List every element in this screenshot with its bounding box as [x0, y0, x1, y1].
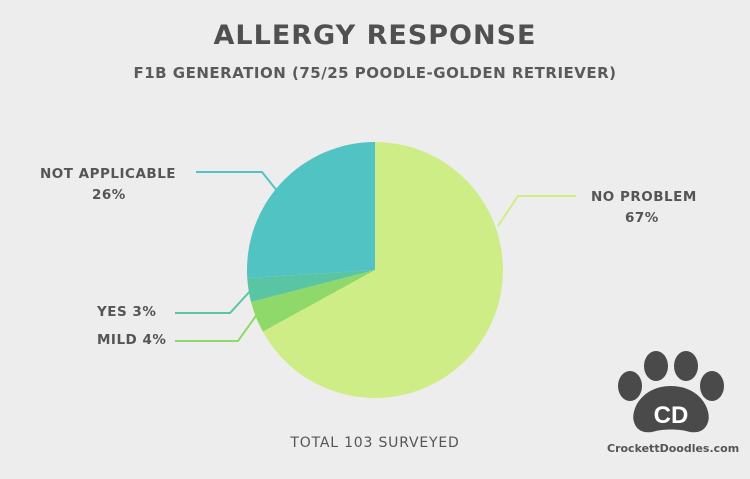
- label-mild: MILD 4%: [97, 332, 167, 348]
- leader-line-not-applicable: [196, 171, 283, 198]
- label-no-problem-value: 67%: [625, 210, 659, 226]
- logo-letters: CD: [654, 402, 689, 429]
- pie-slice-yes: [247, 270, 375, 302]
- pie-slice-mild: [251, 270, 375, 332]
- leader-line-mild: [175, 312, 259, 342]
- chart-subtitle: F1B GENERATION (75/25 POODLE-GOLDEN RETR…: [133, 64, 617, 82]
- logo-text: CrockettDoodles.com: [607, 442, 740, 455]
- chart-title: ALLERGY RESPONSE: [213, 20, 537, 51]
- chart-footer: TOTAL 103 SURVEYED: [290, 435, 460, 451]
- pie-slice-no-problem: [262, 142, 503, 398]
- leader-line-yes: [175, 288, 253, 314]
- label-yes: YES 3%: [97, 304, 157, 320]
- paw-icon: [618, 351, 724, 433]
- label-no-problem-name: NO PROBLEM: [591, 189, 697, 205]
- pie-slice-not-applicable: [247, 142, 375, 279]
- label-not-applicable-name: NOT APPLICABLE: [40, 166, 177, 182]
- leader-line-no-problem: [497, 195, 576, 227]
- label-not-applicable: NOT APPLICABLE 26%: [40, 164, 176, 206]
- label-not-applicable-value: 26%: [92, 187, 126, 203]
- label-no-problem: NO PROBLEM 67%: [591, 187, 697, 229]
